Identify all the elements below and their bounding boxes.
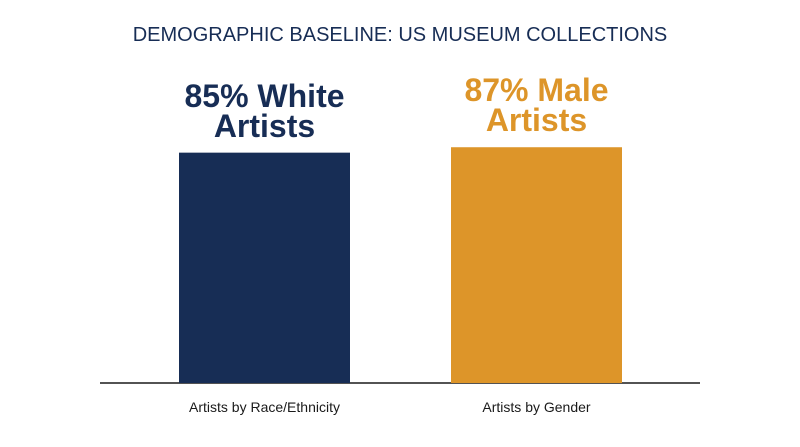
chart-title: DEMOGRAPHIC BASELINE: US MUSEUM COLLECTI… xyxy=(132,24,668,46)
bar xyxy=(451,147,622,383)
bar xyxy=(179,152,350,383)
x-tick-label: Artists by Gender xyxy=(482,399,591,415)
value-label: 87% Male Artists xyxy=(464,72,609,139)
x-tick-label: Artists by Race/Ethnicity xyxy=(189,399,340,415)
value-label: 85% White Artists xyxy=(184,77,345,144)
